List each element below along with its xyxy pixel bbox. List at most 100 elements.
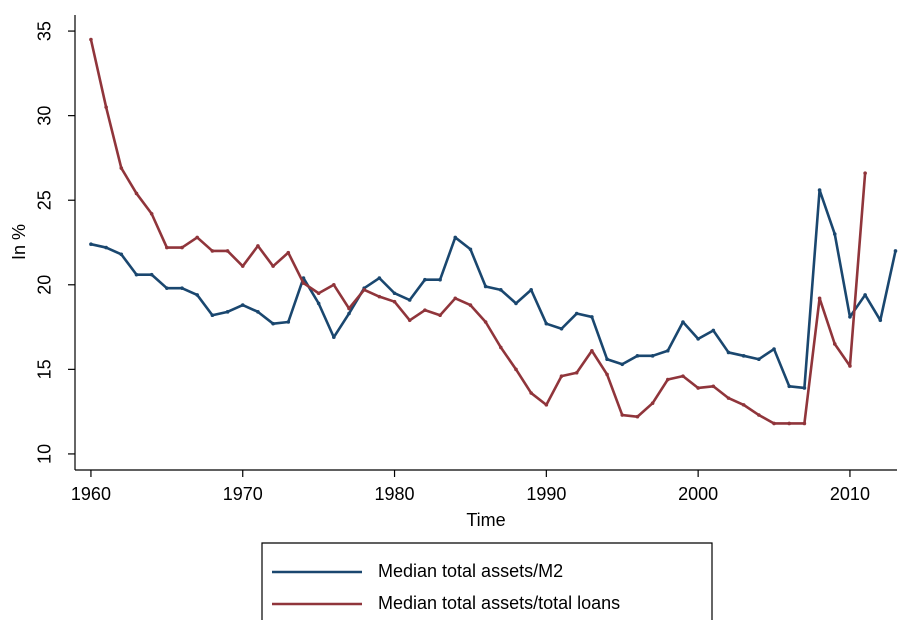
- data-point: [590, 315, 594, 319]
- x-tick-label: 1960: [71, 484, 111, 504]
- data-point: [423, 277, 427, 282]
- data-point: [119, 252, 124, 257]
- x-tick-label: 1970: [223, 484, 263, 504]
- y-tick-label: 15: [35, 359, 55, 379]
- x-tick-label: 1980: [375, 484, 415, 504]
- data-point: [438, 277, 442, 282]
- data-point: [514, 301, 518, 306]
- data-point: [301, 281, 306, 285]
- data-point: [286, 320, 291, 324]
- y-axis-title: In %: [9, 224, 29, 260]
- data-point: [529, 288, 533, 292]
- data-point: [711, 384, 716, 389]
- data-point: [149, 211, 154, 216]
- data-point: [347, 306, 351, 311]
- data-point: [453, 235, 458, 240]
- data-point: [665, 348, 670, 353]
- data-point: [468, 303, 473, 307]
- data-point: [726, 396, 731, 400]
- data-point: [347, 311, 351, 316]
- data-point: [605, 357, 609, 362]
- data-point: [438, 313, 442, 318]
- x-tick-label: 1990: [526, 484, 566, 504]
- data-point: [635, 354, 640, 358]
- x-axis-title: Time: [466, 510, 505, 530]
- legend-label: Median total assets/M2: [378, 561, 563, 581]
- data-point: [240, 303, 245, 307]
- legend-frame: [261, 542, 713, 620]
- data-point: [696, 337, 700, 341]
- data-point: [802, 421, 807, 426]
- data-point: [499, 345, 503, 350]
- data-point: [848, 364, 852, 368]
- data-point: [240, 264, 245, 268]
- data-point: [104, 245, 108, 250]
- legend-label: Median total assets/total loans: [378, 593, 620, 613]
- data-point: [863, 171, 867, 175]
- data-point: [210, 313, 215, 318]
- data-point: [332, 282, 336, 287]
- data-point: [332, 335, 336, 340]
- data-point: [377, 294, 382, 299]
- data-point: [878, 318, 883, 323]
- data-point: [696, 386, 700, 390]
- data-point: [392, 299, 397, 304]
- data-point: [195, 235, 199, 240]
- data-point: [407, 298, 412, 302]
- data-point: [104, 105, 108, 109]
- data-point: [574, 311, 579, 316]
- legend: [261, 542, 713, 620]
- data-point: [772, 347, 776, 351]
- data-point: [468, 247, 473, 252]
- y-tick-label: 30: [35, 106, 55, 126]
- data-point: [787, 384, 792, 389]
- data-point: [711, 328, 716, 333]
- data-point: [271, 321, 275, 326]
- data-point: [89, 242, 93, 246]
- data-point: [407, 318, 412, 323]
- data-point: [180, 245, 184, 250]
- data-point: [665, 377, 670, 382]
- data-point: [787, 421, 792, 426]
- data-point: [286, 250, 291, 255]
- data-point: [483, 320, 488, 324]
- data-point: [316, 291, 321, 296]
- data-point: [165, 286, 169, 290]
- data-point: [848, 315, 852, 319]
- data-point: [195, 293, 199, 297]
- data-point: [726, 350, 731, 355]
- data-point: [256, 310, 260, 314]
- data-point: [559, 326, 564, 331]
- data-point: [832, 342, 837, 346]
- data-point: [741, 354, 746, 358]
- data-point: [772, 421, 776, 426]
- data-point: [832, 232, 837, 236]
- data-point: [650, 401, 655, 405]
- data-point: [134, 272, 139, 277]
- y-tick-label: 35: [35, 21, 55, 41]
- data-point: [499, 288, 503, 292]
- data-point: [392, 291, 397, 296]
- series-line: [89, 39, 867, 425]
- data-point: [225, 249, 230, 253]
- data-point: [757, 357, 761, 362]
- data-point: [544, 403, 549, 407]
- data-point: [620, 362, 625, 367]
- data-point: [620, 413, 625, 417]
- data-point: [377, 276, 382, 280]
- data-point: [316, 301, 321, 306]
- data-point: [89, 37, 93, 42]
- data-point: [681, 320, 685, 324]
- data-point: [605, 372, 609, 377]
- data-point: [256, 244, 260, 248]
- data-point: [165, 245, 169, 250]
- data-point: [362, 288, 366, 292]
- data-point: [483, 284, 488, 289]
- data-point: [453, 296, 458, 301]
- data-point: [817, 296, 822, 301]
- data-point: [271, 264, 275, 268]
- data-point: [180, 286, 184, 290]
- data-point: [529, 391, 533, 395]
- y-tick-label: 10: [35, 444, 55, 464]
